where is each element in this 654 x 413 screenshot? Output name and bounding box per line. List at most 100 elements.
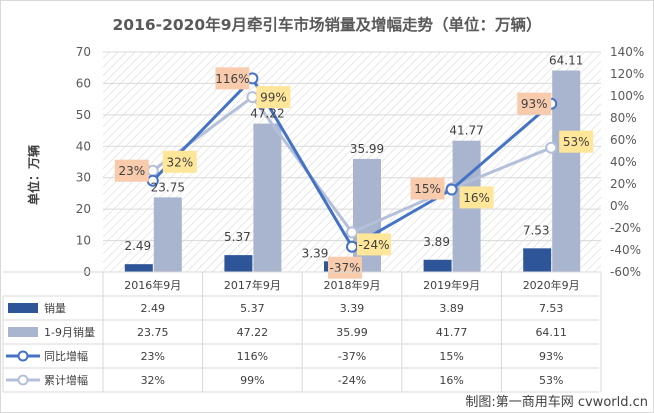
- chart-title: 2016-2020年9月牵引车市场销量及增幅走势（单位：万辆）: [113, 15, 542, 34]
- y-tick-label: 60: [76, 76, 91, 90]
- legend-swatch: [8, 327, 38, 337]
- y2-tick-label: -20%: [610, 221, 641, 235]
- y2-tick-label: 140%: [610, 45, 644, 59]
- cumulative-growth-label-box: [559, 130, 594, 153]
- data-label-sales: 3.39: [302, 246, 329, 260]
- table-cell: 3.89: [439, 302, 464, 315]
- legend-marker: [17, 374, 29, 386]
- x-tick-label: 2020年9月: [523, 278, 580, 292]
- table-cell: 53%: [539, 374, 563, 387]
- table-cell: 7.53: [539, 302, 564, 315]
- table-cell: 116%: [237, 350, 268, 363]
- cumulative-growth-label: 99%: [260, 91, 287, 105]
- legend-label: 1-9月销量: [44, 325, 95, 339]
- table-cell: 64.11: [535, 326, 567, 339]
- yoy-growth-label-box: [114, 159, 149, 182]
- bar-cumulative-sales: [253, 123, 282, 272]
- y2-tick-label: 100%: [610, 89, 644, 103]
- legend-marker: [17, 350, 29, 362]
- y2-tick-label: -40%: [610, 243, 641, 257]
- y2-tick-label: 20%: [610, 177, 637, 191]
- data-label-sales: 2.49: [124, 239, 151, 253]
- gridlines: [103, 51, 601, 273]
- yoy-growth-label-box: [410, 177, 445, 200]
- data-label-cumulative-sales: 41.77: [449, 124, 483, 138]
- cumulative-growth-point: [545, 141, 558, 154]
- y-tick-label: 30: [76, 171, 91, 185]
- bar-sales: [224, 255, 253, 272]
- bar-sales: [124, 264, 153, 272]
- y2-tick-label: 60%: [610, 133, 637, 147]
- y2-axis-ticks: -60% -40% -20% 0% 20% 40% 60% 80% 100% 120% 140%: [610, 45, 644, 279]
- x-tick-label: 2018年9月: [324, 278, 381, 292]
- table-cell: 16%: [439, 374, 463, 387]
- x-tick-label: 2016年9月: [124, 278, 181, 292]
- table-cell: -37%: [338, 350, 366, 363]
- yoy-growth-label: -37%: [329, 261, 360, 275]
- cumulative-growth-label-box: [459, 186, 494, 209]
- table-cell: 5.37: [240, 302, 265, 315]
- cumulative-growth-point: [346, 226, 358, 239]
- cumulative-growth-label-box: [162, 150, 197, 173]
- yoy-growth-label-box: [328, 256, 362, 279]
- legend-label: 销量: [44, 301, 66, 315]
- yoy-growth-point: [445, 183, 458, 196]
- cumulative-growth-point: [146, 164, 159, 177]
- cumulative-growth-label-box: [256, 86, 291, 109]
- data-label-cumulative-sales: 35.99: [350, 142, 384, 156]
- data-label-cumulative-sales: 23.75: [151, 180, 185, 194]
- cumulative-growth-point: [246, 91, 259, 104]
- yoy-growth-label: 15%: [414, 182, 441, 196]
- line-series: [146, 72, 558, 253]
- table-cell: 15%: [439, 350, 463, 363]
- table-cell: 99%: [240, 374, 264, 387]
- data-labels: 2.49 5.37 3.39 3.89 7.53 23.75 47.22 35.99 41.77…: [114, 54, 594, 279]
- data-label-cumulative-sales: 64.11: [549, 54, 583, 68]
- data-label-sales: 7.53: [523, 223, 550, 237]
- table-cell: 32%: [141, 374, 165, 387]
- y-tick-label: 20: [76, 202, 91, 216]
- y-tick-label: 40: [76, 139, 91, 153]
- yoy-growth-label: 116%: [215, 72, 249, 86]
- x-tick-label: 2019年9月: [423, 278, 480, 292]
- cumulative-growth-label: 53%: [563, 135, 590, 149]
- table-cell: 35.99: [336, 326, 368, 339]
- yoy-growth-label-box: [517, 92, 552, 115]
- data-label-sales: 5.37: [224, 230, 251, 244]
- cumulative-growth-label: 32%: [166, 155, 193, 169]
- table-cell: 3.39: [340, 302, 365, 315]
- y2-tick-label: 120%: [610, 67, 644, 81]
- y2-tick-label: 40%: [610, 155, 637, 169]
- legend-label: 累计增幅: [44, 373, 88, 387]
- y-tick-label: 50: [76, 108, 91, 122]
- yoy-growth-point: [346, 240, 358, 253]
- yoy-growth-label: 93%: [521, 97, 548, 111]
- bar-sales: [523, 248, 552, 272]
- table-cell: 41.77: [436, 326, 468, 339]
- yoy-growth-label: 23%: [118, 164, 145, 178]
- credit-text: 制图:第一商用车网 cvworld.cn: [465, 394, 648, 410]
- bar-cumulative-sales: [153, 197, 182, 272]
- table-cell: 47.22: [237, 326, 269, 339]
- y-tick-label: 10: [76, 234, 91, 248]
- y2-tick-label: 0%: [610, 199, 629, 213]
- yoy-growth-label-box: [215, 67, 250, 90]
- table-cell: 23.75: [137, 326, 169, 339]
- y-axis-label: 单位：万辆: [26, 145, 41, 205]
- table-cell: 93%: [539, 350, 563, 363]
- legend-swatch: [8, 303, 38, 313]
- data-label-sales: 3.89: [423, 235, 450, 249]
- table-cell: 2.49: [141, 302, 166, 315]
- y-tick-label: 70: [76, 45, 91, 59]
- data-label-cumulative-sales: 47.22: [250, 107, 284, 121]
- table-cell: 23%: [141, 350, 165, 363]
- legend-label: 同比增幅: [44, 349, 88, 363]
- bar-sales: [423, 259, 452, 272]
- table-cell: -24%: [338, 374, 366, 387]
- cumulative-growth-label-box: [357, 233, 391, 256]
- y2-tick-label: -60%: [610, 265, 641, 279]
